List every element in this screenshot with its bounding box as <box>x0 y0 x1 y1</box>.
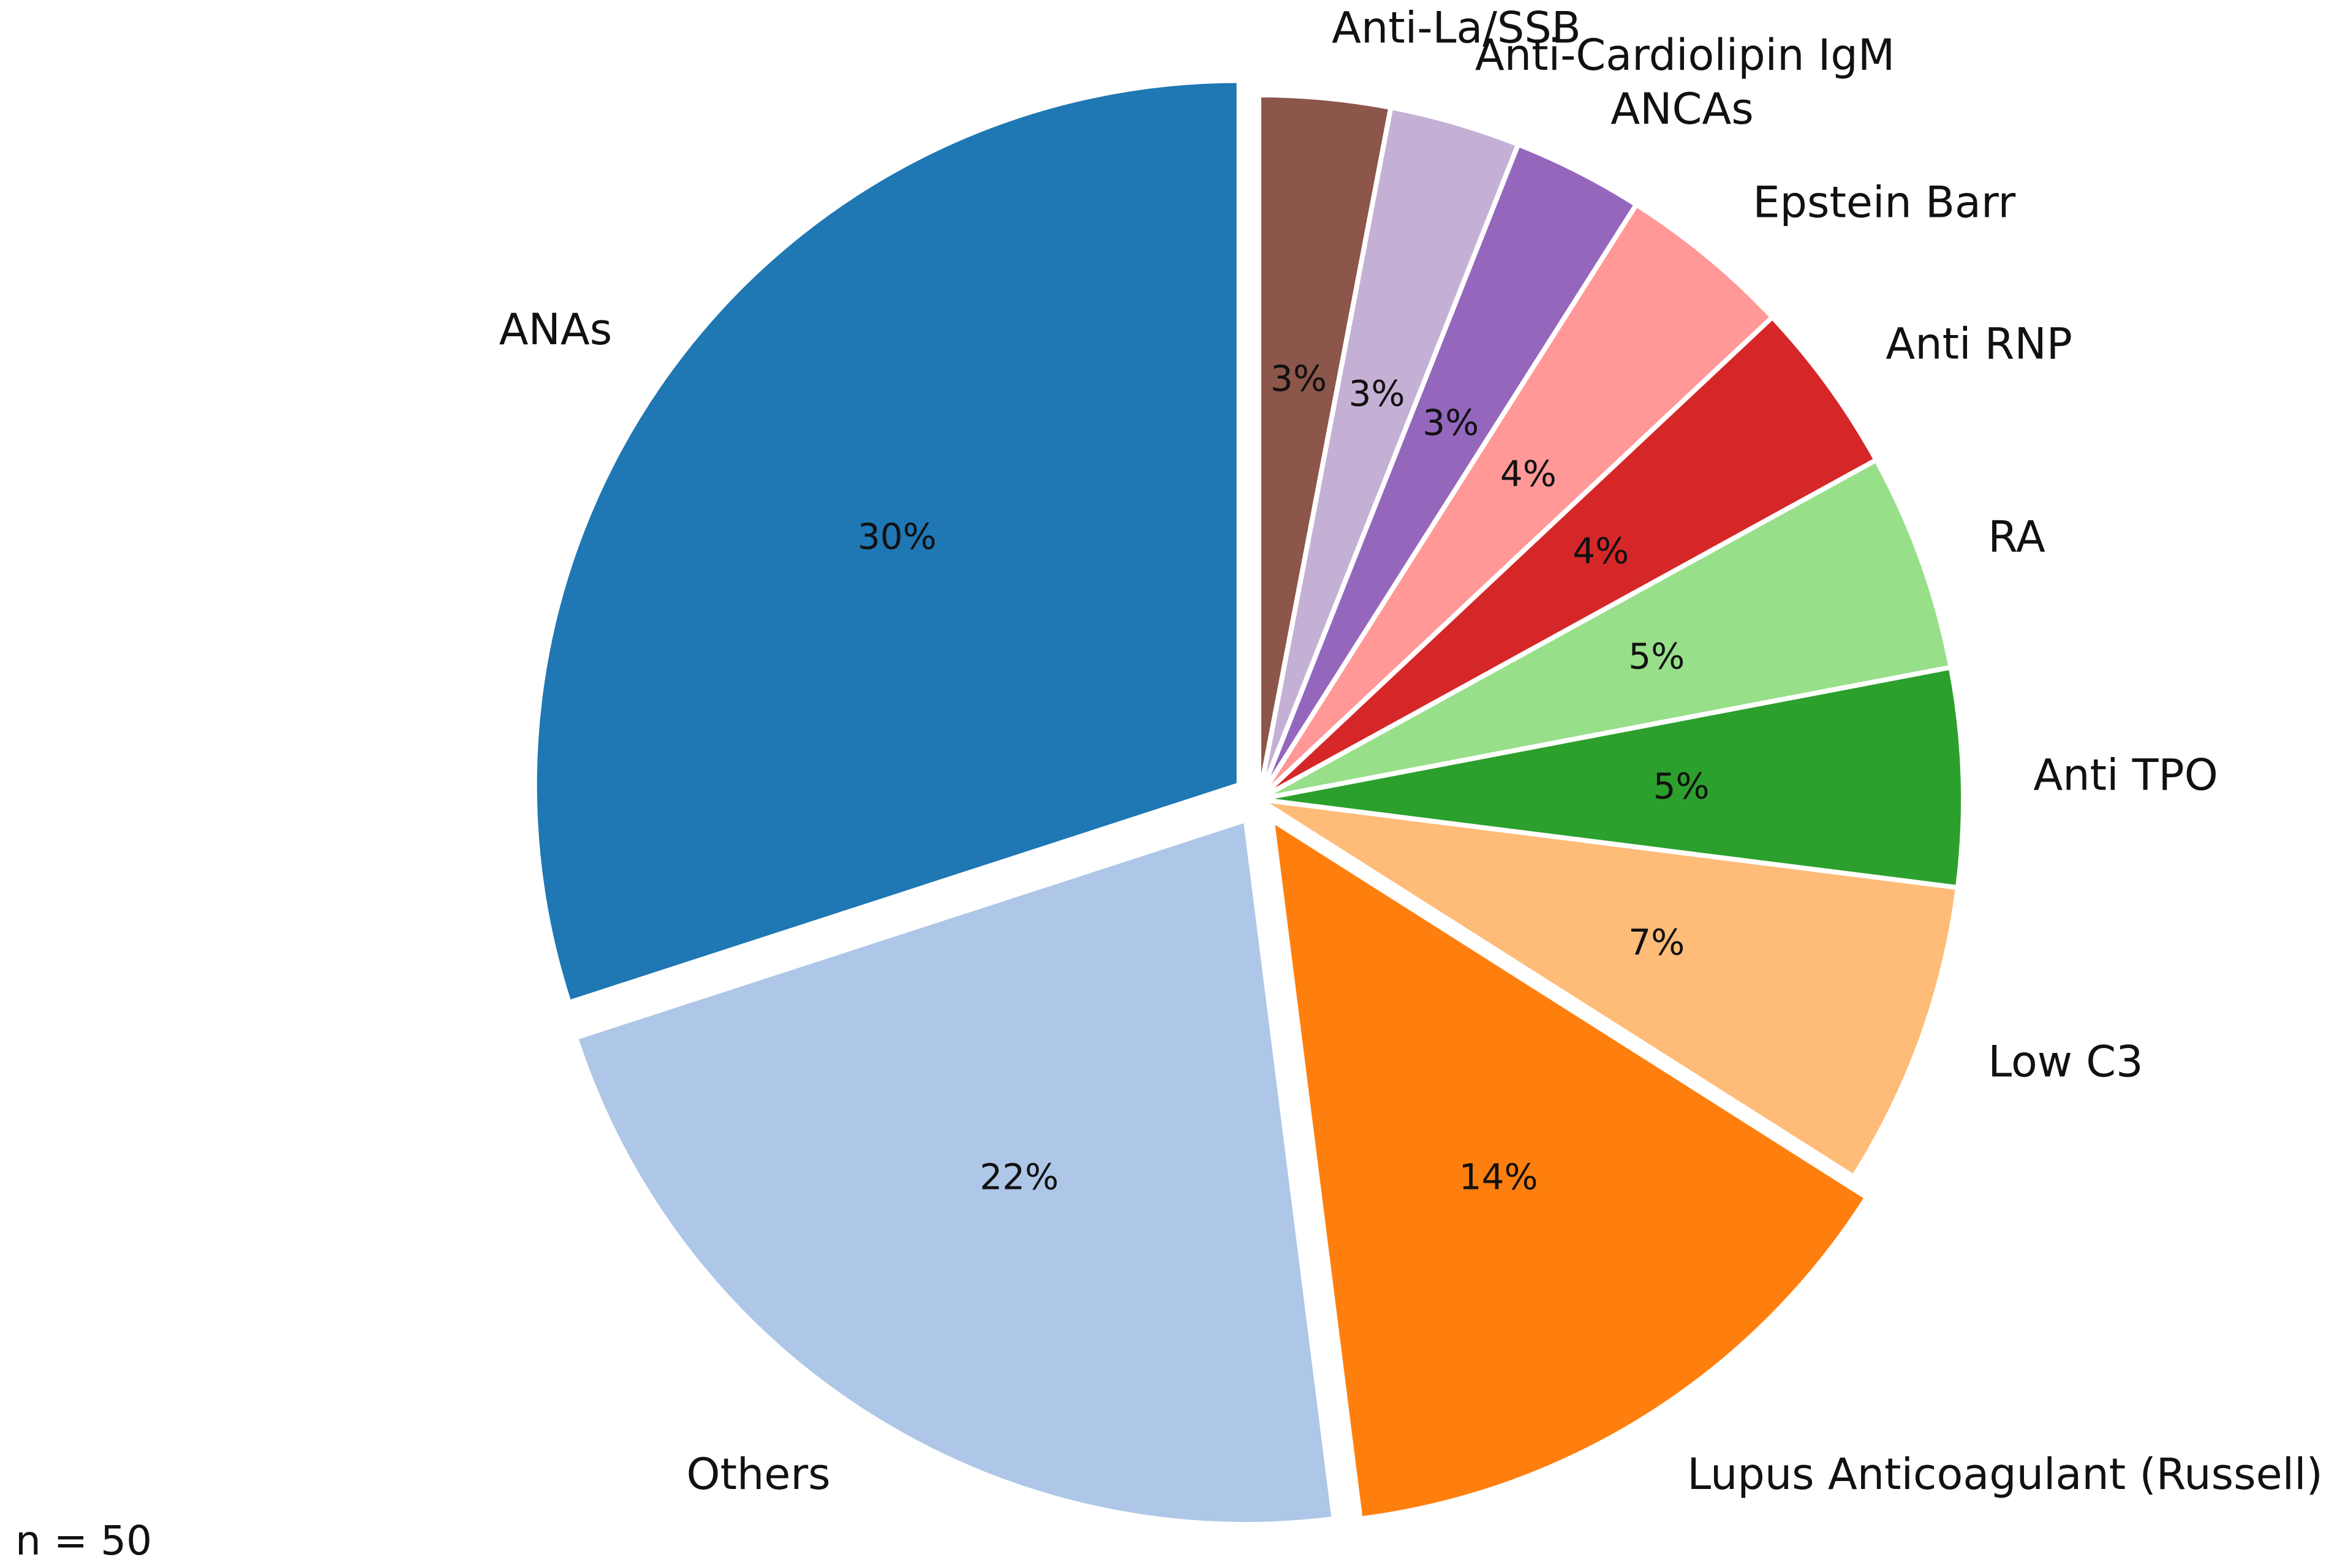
slices-layer <box>532 78 1966 1527</box>
slice-percent-label: 5% <box>1628 635 1685 677</box>
slice-category-label: Anti-Cardiolipin IgM <box>1475 30 1895 80</box>
pie-slice-epstein-barr <box>1256 202 1775 802</box>
slice-percent-label: 3% <box>1348 372 1405 414</box>
sample-size-note: n = 50 <box>15 1517 152 1564</box>
slice-percent-label: 4% <box>1572 530 1629 571</box>
slice-percent-label: 4% <box>1500 453 1557 494</box>
slice-percent-label: 3% <box>1270 358 1327 399</box>
slice-category-label: Anti RNP <box>1886 318 2072 369</box>
slice-category-label: ANCAs <box>1610 84 1753 134</box>
pie-slice-anas <box>532 78 1242 1005</box>
slice-percent-label: 14% <box>1459 1156 1538 1197</box>
slice-category-label: Low C3 <box>1988 1037 2143 1087</box>
slice-category-label: Epstein Barr <box>1753 177 2015 227</box>
pie-slice-anti-rnp <box>1256 314 1879 802</box>
pie-slice-ra <box>1256 457 1954 802</box>
slice-percent-label: 30% <box>858 516 937 557</box>
slice-category-label: Lupus Anticoagulant (Russell) <box>1687 1449 2323 1499</box>
slice-category-label: Anti TPO <box>2033 750 2218 800</box>
pie-slice-lupus-anticoagulant-russell <box>1269 817 1870 1521</box>
slice-percent-label: 3% <box>1422 402 1479 443</box>
pie-slice-anti-tpo <box>1256 665 1966 891</box>
slice-category-label: ANAs <box>499 304 613 355</box>
slice-category-label: Anti-La/SSB <box>1332 3 1581 53</box>
slice-category-label: Others <box>687 1449 831 1499</box>
pie-slice-others <box>573 817 1337 1527</box>
slice-percent-label: 7% <box>1628 922 1685 963</box>
pie-slice-low-c3 <box>1256 797 1960 1180</box>
slice-percent-label: 22% <box>980 1156 1059 1197</box>
slice-category-label: RA <box>1988 511 2045 562</box>
percent-labels-layer: 3% 3% 3% 4% 4% 5% 5% 7% 14% 22% 30% <box>858 358 1710 1197</box>
slice-percent-label: 5% <box>1653 765 1710 807</box>
